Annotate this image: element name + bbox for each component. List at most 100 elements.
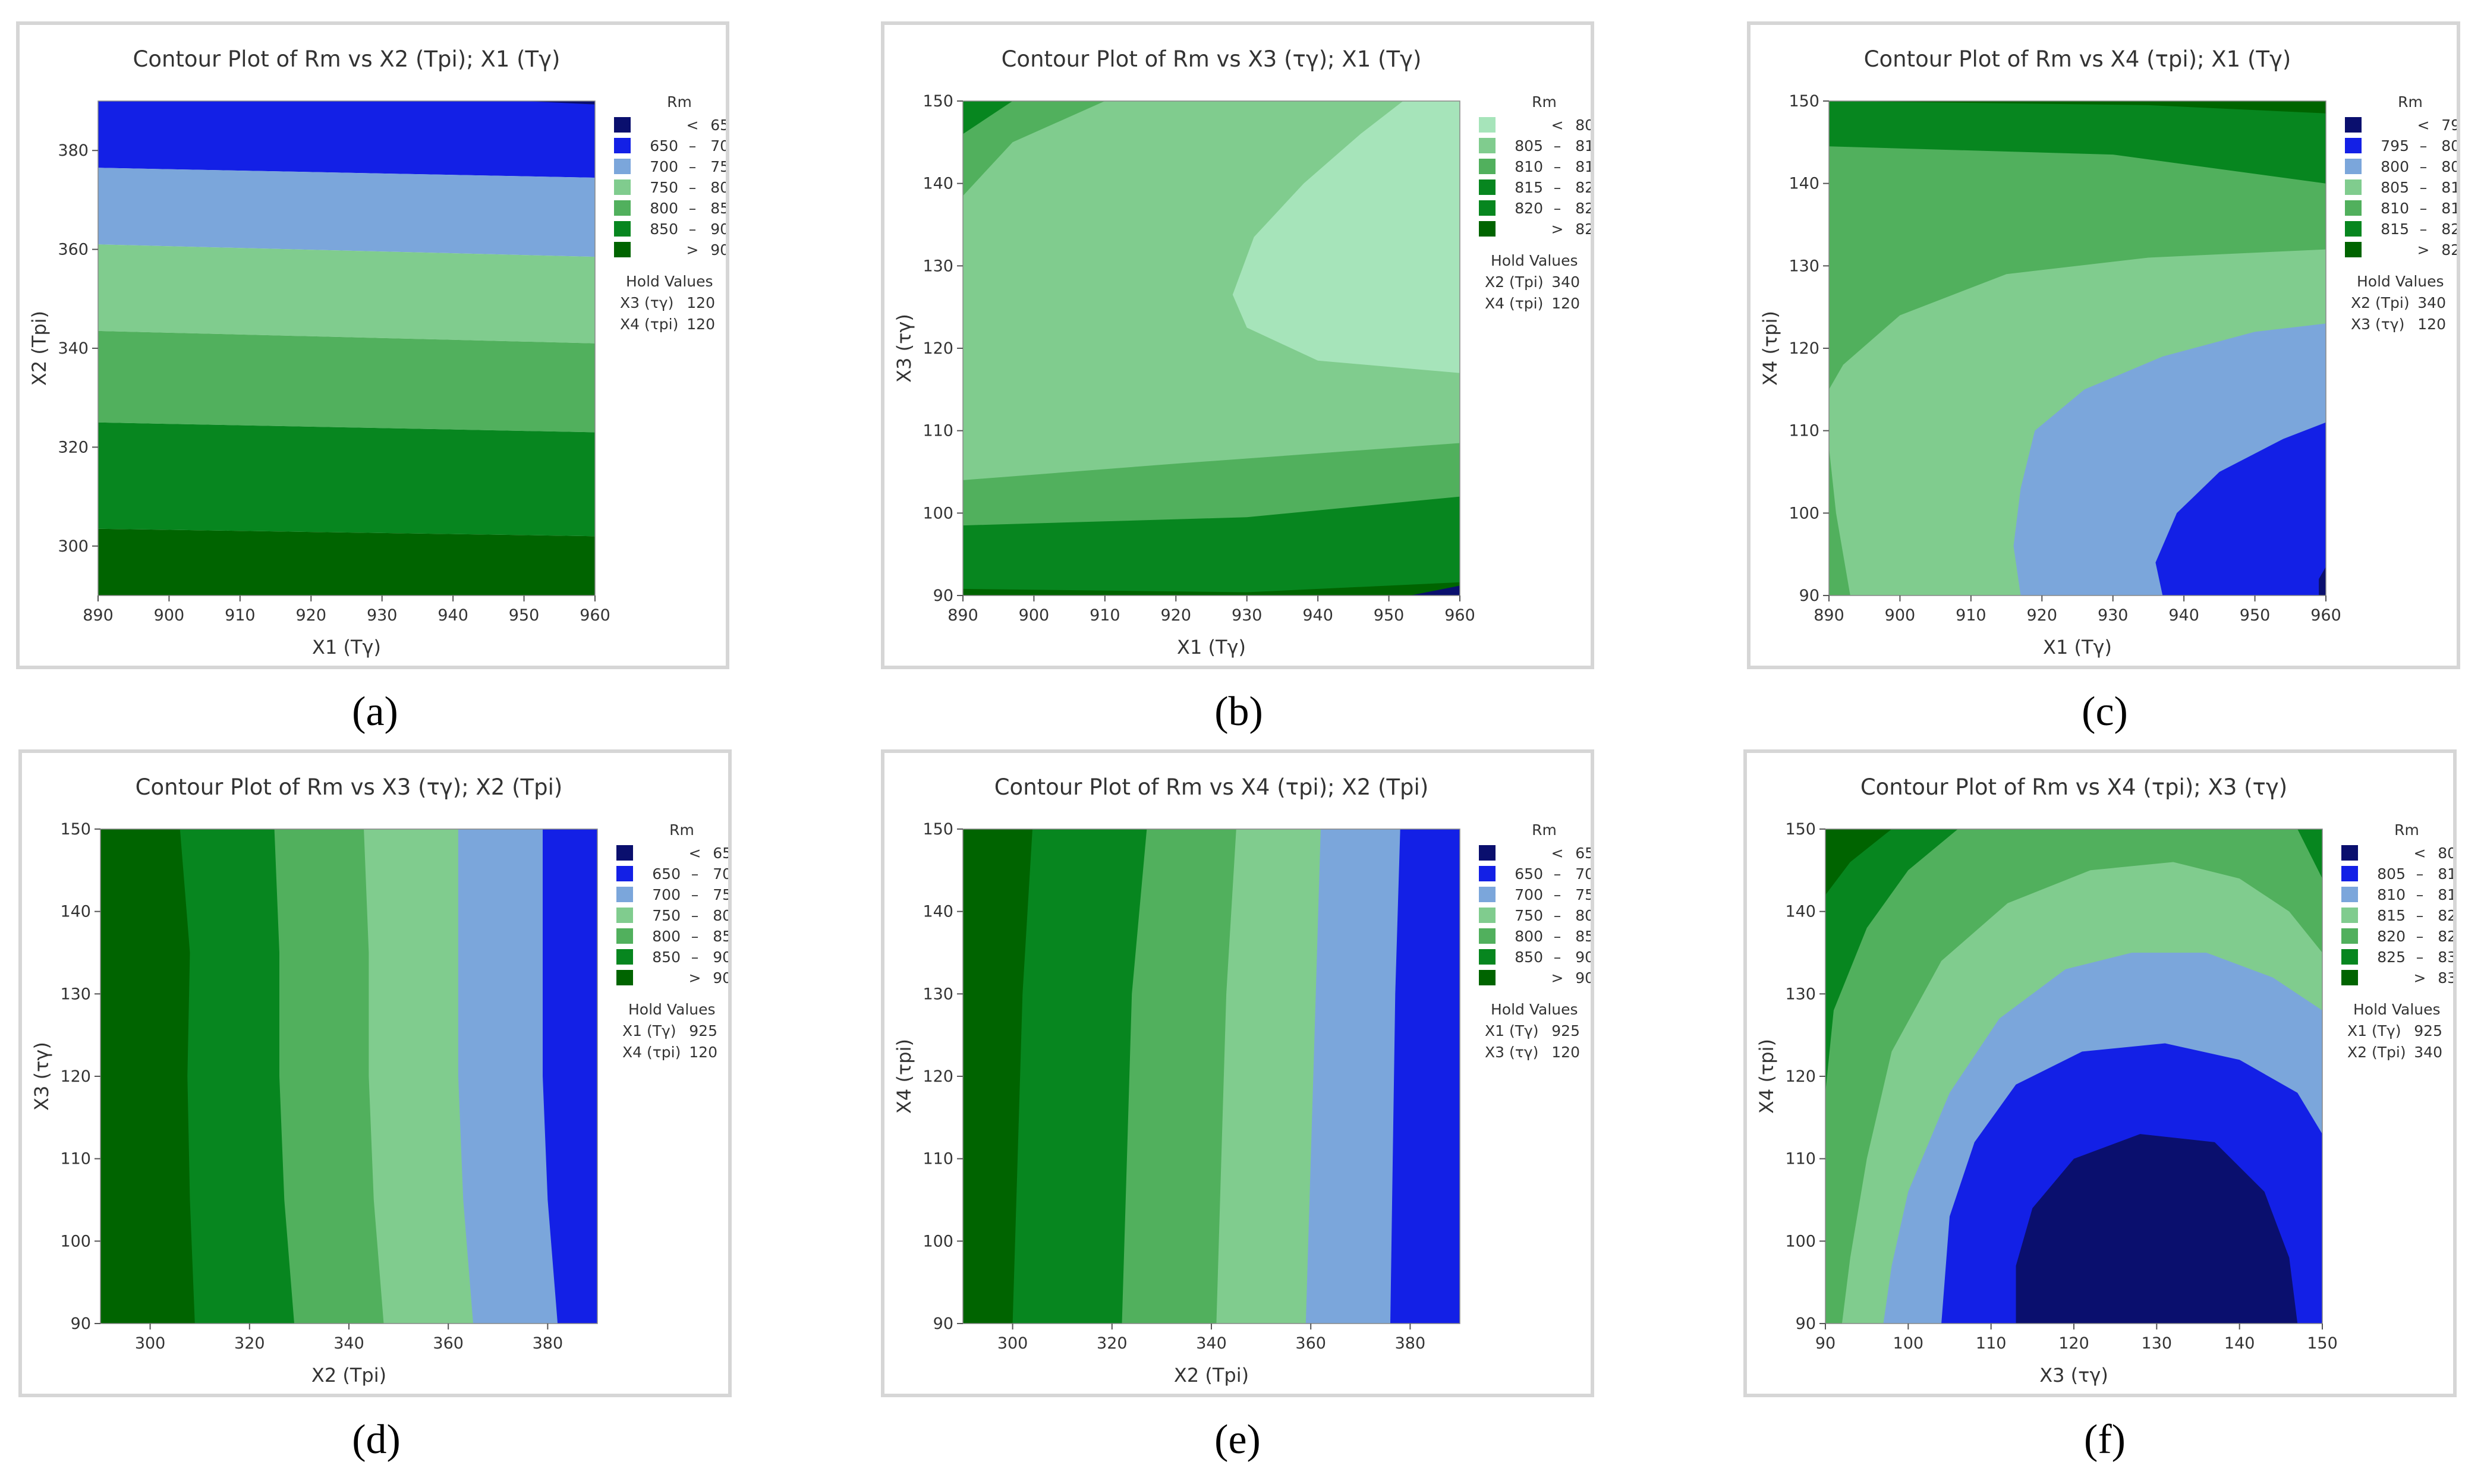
legend-high: 650 [710, 116, 726, 134]
contour-band-2 [98, 168, 595, 257]
legend-op: < [2417, 116, 2430, 134]
y-tick-label: 100 [1789, 504, 1819, 522]
legend-low: 805 [1515, 137, 1543, 155]
hold-values-title: Hold Values [1491, 1001, 1578, 1018]
y-axis-label: X2 (Tpi) [28, 311, 51, 386]
legend-low: 815 [2381, 220, 2409, 238]
x-axis-label: X1 (Tγ) [312, 636, 381, 658]
y-tick-label: 130 [1785, 985, 1816, 1003]
legend-high: 900 [1575, 969, 1591, 987]
legend-swatch [614, 242, 631, 257]
contour-band-6 [1410, 585, 1460, 596]
hold-values-title: Hold Values [626, 273, 713, 290]
caption-c: (c) [2082, 689, 2128, 735]
legend-low: 815 [1515, 179, 1543, 196]
x-tick-label: 360 [433, 1334, 464, 1353]
legend-high: 900 [1575, 949, 1591, 966]
x-tick-label: 950 [2240, 606, 2271, 625]
legend-dash: – [689, 200, 697, 217]
legend-high: 825 [2438, 928, 2453, 945]
legend-high: 810 [2438, 865, 2453, 883]
x-tick-label: 940 [437, 606, 468, 625]
x-tick-label: 960 [1444, 606, 1475, 625]
legend-low: 850 [650, 220, 678, 238]
legend-title: Rm [1532, 93, 1557, 111]
legend-swatch [2345, 159, 2362, 174]
legend-low: 700 [1515, 886, 1543, 903]
hold-value: 925 [1551, 1022, 1580, 1039]
legend-high: 805 [2438, 845, 2453, 862]
legend-dash: – [691, 949, 699, 966]
legend-swatch [1479, 908, 1496, 923]
legend-low: 750 [1515, 907, 1543, 924]
legend-swatch [2345, 221, 2362, 237]
legend-swatch [1479, 887, 1496, 902]
hold-value-name: X2 (Tpi) [2347, 1044, 2406, 1061]
legend-op: < [687, 116, 699, 134]
y-tick-label: 380 [58, 141, 89, 160]
hold-value: 120 [1551, 295, 1580, 312]
legend-low: 800 [650, 200, 678, 217]
legend-high: 820 [1575, 179, 1591, 196]
x-tick-label: 100 [1893, 1334, 1924, 1353]
caption-b: (b) [1214, 689, 1263, 735]
legend-low: 750 [650, 179, 678, 196]
y-axis-label: X3 (τγ) [893, 314, 915, 383]
contour-panel-c: Contour Plot of Rm vs X4 (τpi); X1 (Tγ) 8… [1747, 21, 2460, 669]
contour-band-7 [2319, 566, 2326, 596]
contour-panel-e: Contour Plot of Rm vs X4 (τpi); X2 (Tpi)… [881, 749, 1594, 1397]
legend-high: 800 [1575, 907, 1591, 924]
x-tick-label: 910 [1090, 606, 1120, 625]
x-tick-label: 300 [997, 1334, 1028, 1353]
legend-low: 700 [652, 886, 681, 903]
legend-high: 900 [710, 220, 726, 238]
y-axis-label: X3 (τγ) [30, 1042, 53, 1111]
legend-swatch [1479, 221, 1496, 237]
legend-dash: – [2416, 907, 2424, 924]
y-tick-label: 130 [923, 257, 953, 275]
x-tick-label: 950 [1374, 606, 1405, 625]
legend-dash: – [691, 886, 699, 903]
contour-band-4 [98, 330, 595, 433]
y-tick-label: 150 [60, 820, 91, 839]
y-tick-label: 100 [60, 1232, 91, 1250]
y-tick-label: 100 [923, 1232, 953, 1250]
hold-values-title: Hold Values [1491, 252, 1578, 269]
chart-title: Contour Plot of Rm vs X4 (τpi); X3 (τγ) [1860, 774, 2287, 800]
y-tick-label: 110 [923, 422, 953, 440]
x-tick-label: 890 [83, 606, 114, 625]
legend-low: 815 [2377, 907, 2406, 924]
legend-swatch [1479, 200, 1496, 216]
x-tick-label: 930 [367, 606, 398, 625]
x-tick-label: 140 [2224, 1334, 2255, 1353]
legend-swatch [2345, 117, 2362, 133]
legend-low: 850 [1515, 949, 1543, 966]
hold-value-name: X2 (Tpi) [2351, 294, 2410, 311]
hold-value: 120 [1551, 1044, 1580, 1061]
legend-dash: – [691, 865, 699, 883]
x-tick-label: 110 [1976, 1334, 2007, 1353]
hold-value: 120 [687, 294, 715, 311]
contour-panel-f: Contour Plot of Rm vs X4 (τpi); X3 (τγ) 9… [1743, 749, 2457, 1397]
legend-low: 650 [1515, 865, 1543, 883]
y-tick-label: 150 [1789, 92, 1819, 111]
legend-swatch [1479, 928, 1496, 944]
legend-swatch [2341, 866, 2358, 881]
legend-op: > [689, 969, 701, 987]
y-tick-label: 130 [923, 985, 953, 1003]
contour-bands [100, 829, 597, 1324]
legend-swatch [614, 221, 631, 237]
legend-op: > [1551, 220, 1564, 238]
contour-panel-a: Contour Plot of Rm vs X2 (Tpi); X1 (Tγ) 8… [16, 21, 729, 669]
legend-swatch [614, 159, 631, 174]
legend-low: 795 [2381, 137, 2409, 155]
legend-swatch [1479, 117, 1496, 133]
legend-high: 815 [1575, 158, 1591, 175]
x-tick-label: 900 [1885, 606, 1916, 625]
hold-value: 120 [689, 1044, 717, 1061]
y-tick-label: 360 [58, 241, 89, 259]
contour-band-6 [98, 528, 595, 596]
x-tick-label: 360 [1295, 1334, 1326, 1353]
legend-high: 810 [2441, 179, 2457, 196]
legend-dash: – [691, 907, 699, 924]
